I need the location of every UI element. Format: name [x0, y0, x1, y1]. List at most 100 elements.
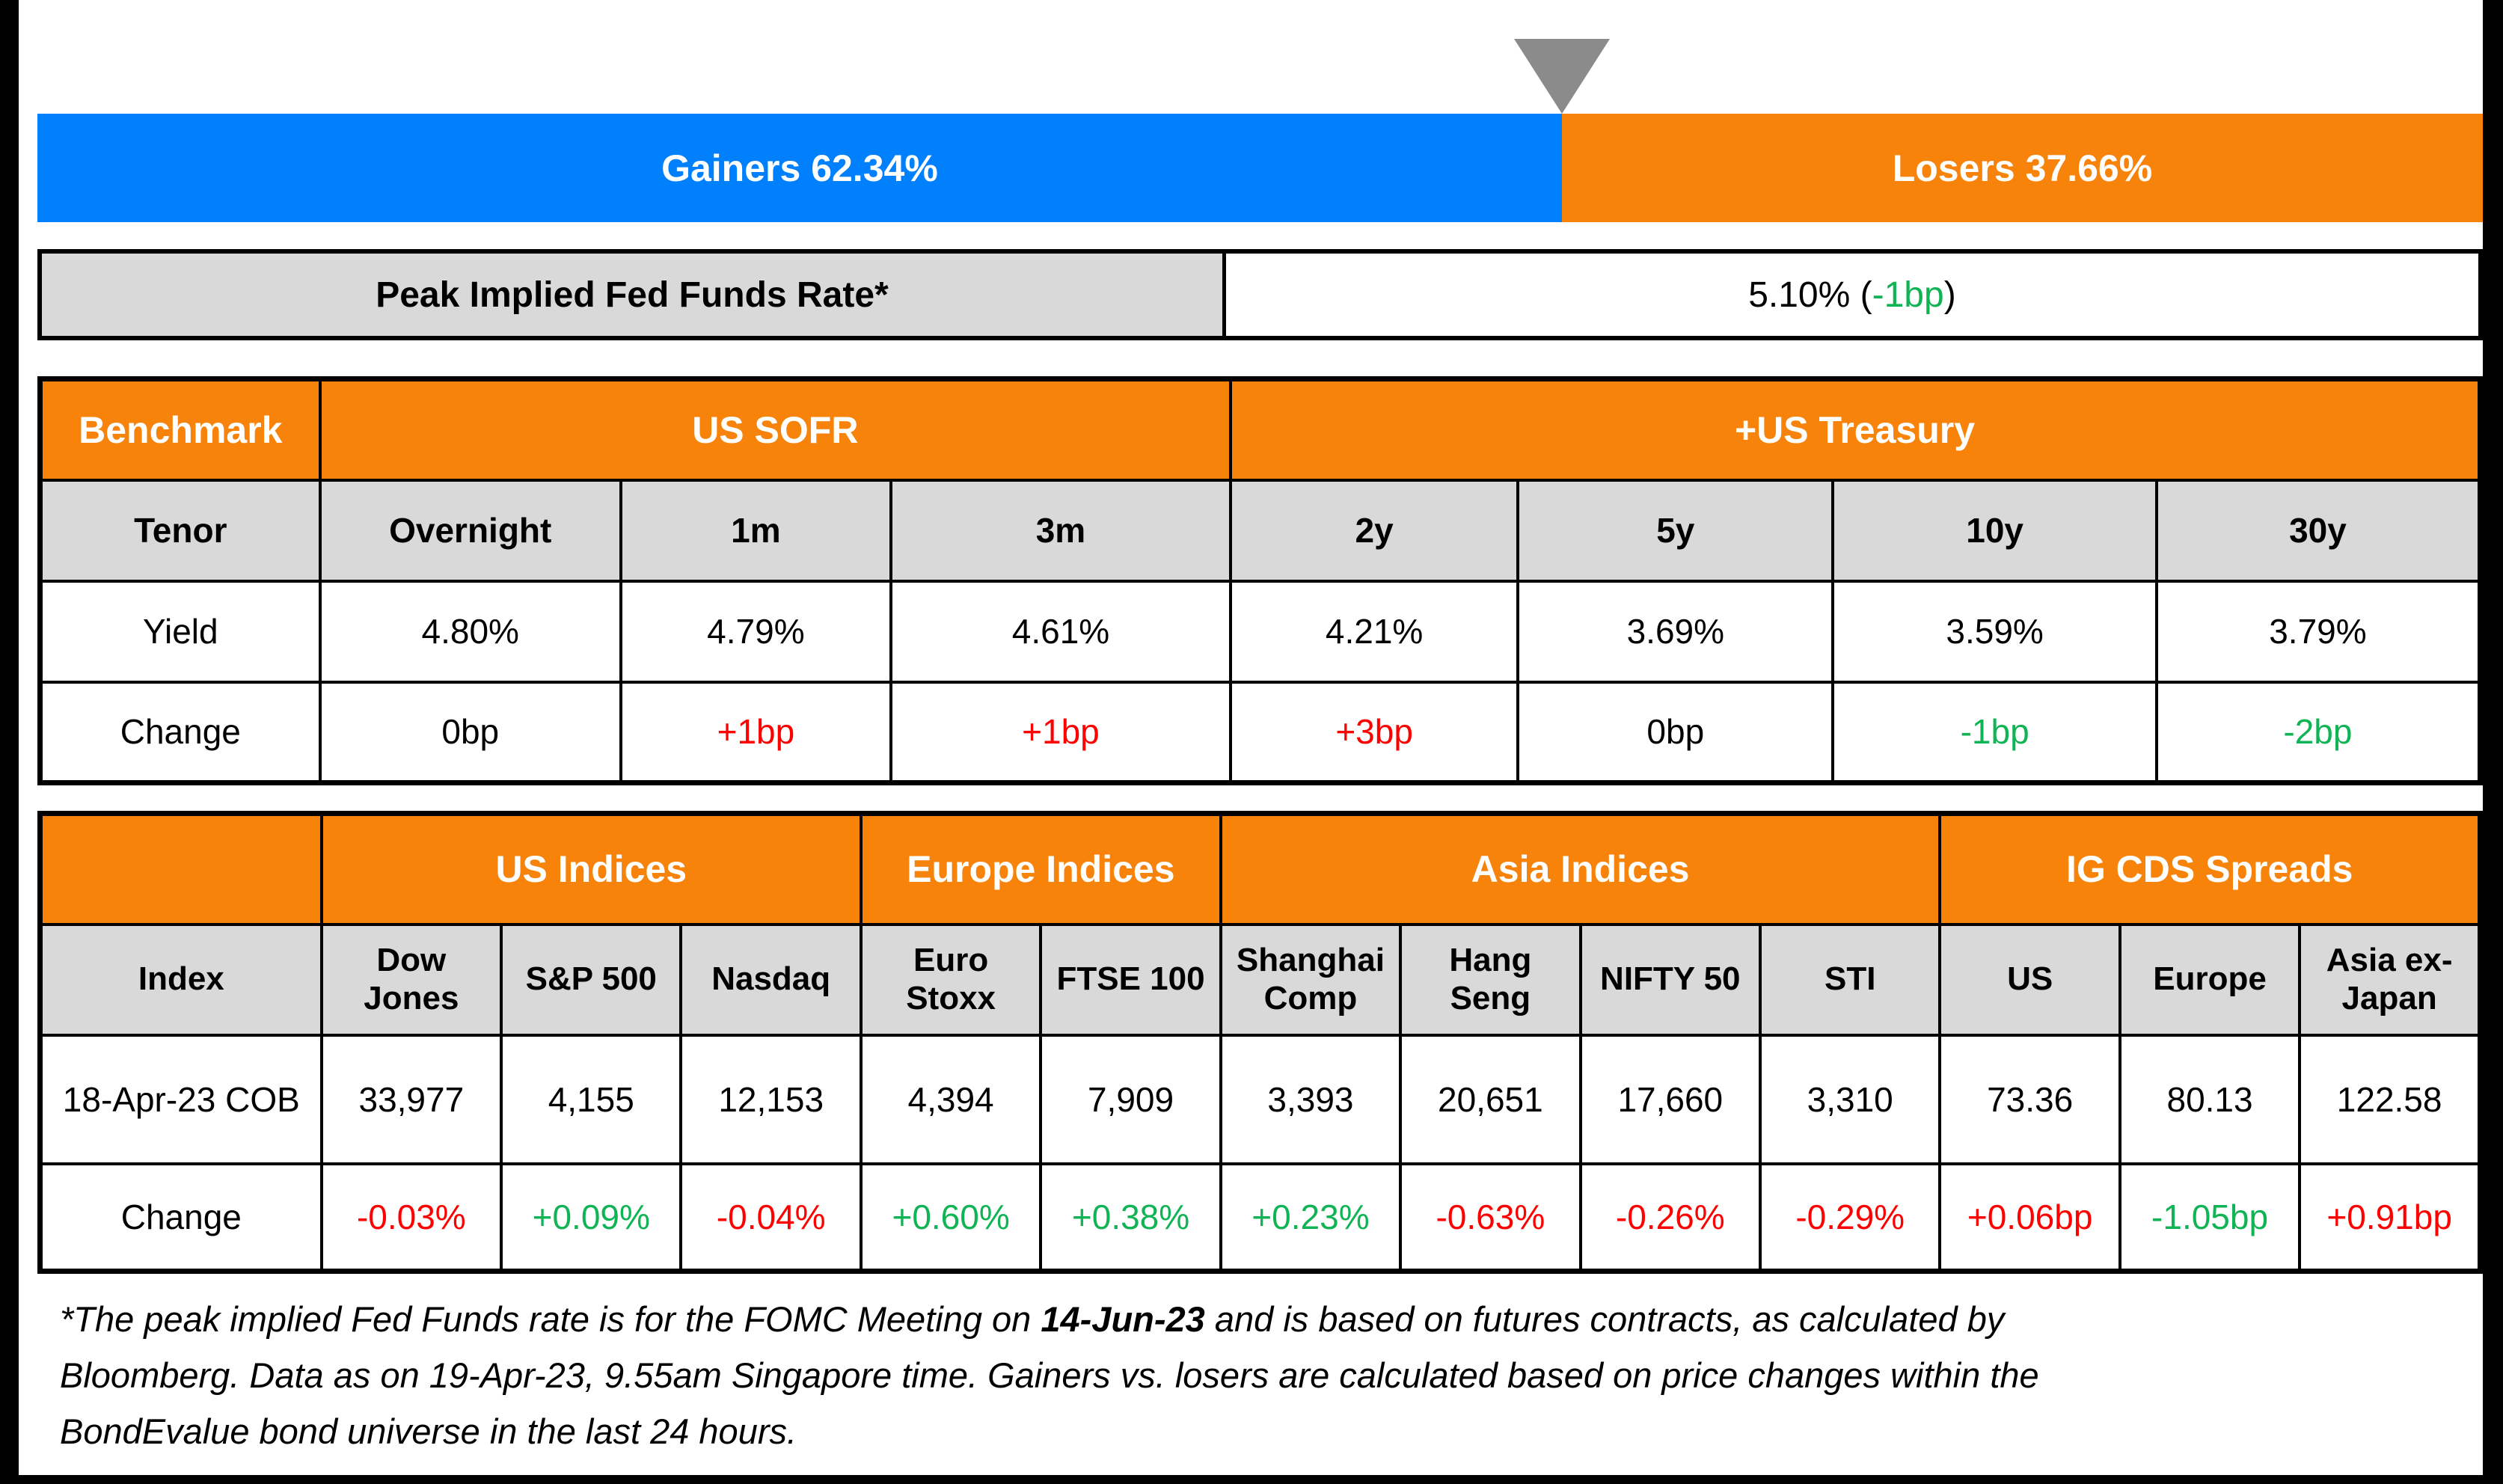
- tenor-cell: 2y: [1228, 478, 1520, 583]
- gainers-segment: Gainers 62.34%: [37, 114, 1562, 222]
- ig-cds-group-header: IG CDS Spreads: [1938, 812, 2482, 926]
- gainers-losers-bar: Gainers 62.34% Losers 37.66%: [37, 114, 2483, 222]
- yield-label-cell: Yield: [38, 579, 322, 684]
- benchmark-change-row: Change 0bp +1bp +1bp +3bp 0bp -1bp -2bp: [38, 680, 2482, 785]
- index-name-cell: STI: [1758, 922, 1942, 1037]
- us-treasury-group-header: +US Treasury: [1229, 377, 2482, 482]
- change-cell: -0.63%: [1399, 1162, 1582, 1273]
- index-name-cell: S&P 500: [500, 922, 683, 1037]
- index-value-cell: 3,393: [1219, 1033, 1403, 1165]
- change-cell: -1.05bp: [2118, 1162, 2302, 1273]
- change-cell: 0bp: [318, 680, 622, 785]
- peak-fed-funds-label: Peak Implied Fed Funds Rate*: [42, 254, 1226, 336]
- footnote-text: and is based on futures contracts, as ca…: [1204, 1299, 2005, 1339]
- benchmark-table: Benchmark US SOFR +US Treasury Tenor Ove…: [37, 376, 2483, 785]
- change-cell: +3bp: [1228, 680, 1520, 785]
- peak-value-suffix: ): [1943, 275, 1956, 315]
- index-value-cell: 20,651: [1399, 1033, 1582, 1165]
- date-label-cell: 18-Apr-23 COB: [38, 1033, 323, 1165]
- change-cell: -0.29%: [1758, 1162, 1942, 1273]
- europe-indices-group-header: Europe Indices: [859, 812, 1222, 926]
- yield-cell: 4.21%: [1228, 579, 1520, 684]
- tenor-cell: 1m: [619, 478, 892, 583]
- tenor-cell: Overnight: [318, 478, 622, 583]
- indices-table: US Indices Europe Indices Asia Indices I…: [37, 811, 2483, 1274]
- change-cell: -0.26%: [1578, 1162, 1762, 1273]
- yield-cell: 3.79%: [2154, 579, 2482, 684]
- index-name-cell: Europe: [2118, 922, 2302, 1037]
- change-label-cell: Change: [38, 1162, 323, 1273]
- benchmark-title-cell: Benchmark: [38, 377, 322, 482]
- index-name-cell: Nasdaq: [679, 922, 863, 1037]
- index-name-cell: US: [1938, 922, 2121, 1037]
- index-value-cell: 3,310: [1758, 1033, 1942, 1165]
- benchmark-header-row: Benchmark US SOFR +US Treasury: [38, 377, 2482, 482]
- peak-value-change: -1bp: [1872, 275, 1944, 315]
- tenor-row: Tenor Overnight 1m 3m 2y 5y 10y 30y: [38, 478, 2482, 583]
- footnote-text: *The peak implied Fed Funds rate is for …: [60, 1299, 1041, 1339]
- index-names-row: Index Dow Jones S&P 500 Nasdaq Euro Stox…: [38, 922, 2482, 1037]
- indices-header-row: US Indices Europe Indices Asia Indices I…: [38, 812, 2482, 926]
- change-cell: -0.03%: [319, 1162, 503, 1273]
- indices-change-row: Change -0.03% +0.09% -0.04% +0.60% +0.38…: [38, 1162, 2482, 1273]
- change-cell: -0.04%: [679, 1162, 863, 1273]
- change-cell: +1bp: [619, 680, 892, 785]
- footnote-bold-date: 14-Jun-23: [1041, 1299, 1205, 1339]
- index-values-row: 18-Apr-23 COB 33,977 4,155 12,153 4,394 …: [38, 1033, 2482, 1165]
- change-cell: +0.38%: [1039, 1162, 1222, 1273]
- tenor-cell: 5y: [1516, 478, 1835, 583]
- index-value-cell: 122.58: [2298, 1033, 2482, 1165]
- gainers-label: Gainers 62.34%: [661, 147, 938, 189]
- yield-cell: 4.61%: [889, 579, 1233, 684]
- change-cell: -1bp: [1831, 680, 2158, 785]
- index-name-cell: Hang Seng: [1399, 922, 1582, 1037]
- change-cell: 0bp: [1516, 680, 1835, 785]
- yield-row: Yield 4.80% 4.79% 4.61% 4.21% 3.69% 3.59…: [38, 579, 2482, 684]
- change-cell: +0.60%: [859, 1162, 1043, 1273]
- yield-cell: 4.79%: [619, 579, 892, 684]
- index-name-cell: Dow Jones: [319, 922, 503, 1037]
- change-cell: +0.09%: [500, 1162, 683, 1273]
- footnote-line: Bloomberg. Data as on 19-Apr-23, 9.55am …: [60, 1355, 2039, 1396]
- tenor-label-cell: Tenor: [38, 478, 322, 583]
- index-name-cell: NIFTY 50: [1578, 922, 1762, 1037]
- index-value-cell: 17,660: [1578, 1033, 1762, 1165]
- index-value-cell: 7,909: [1039, 1033, 1222, 1165]
- split-marker-triangle-icon: [1514, 39, 1610, 114]
- index-value-cell: 80.13: [2118, 1033, 2302, 1165]
- losers-label: Losers 37.66%: [1892, 147, 2153, 189]
- tenor-cell: 10y: [1831, 478, 2158, 583]
- index-value-cell: 4,394: [859, 1033, 1043, 1165]
- peak-fed-funds-row: Peak Implied Fed Funds Rate* 5.10% (-1bp…: [37, 249, 2483, 340]
- tenor-cell: 3m: [889, 478, 1233, 583]
- index-name-cell: Asia ex-Japan: [2298, 922, 2482, 1037]
- tenor-cell: 30y: [2154, 478, 2482, 583]
- change-cell: +1bp: [889, 680, 1233, 785]
- yield-cell: 4.80%: [318, 579, 622, 684]
- index-label-cell: Index: [38, 922, 323, 1037]
- change-cell: -2bp: [2154, 680, 2482, 785]
- us-indices-group-header: US Indices: [319, 812, 863, 926]
- losers-segment: Losers 37.66%: [1561, 114, 2483, 222]
- peak-fed-funds-value: 5.10% (-1bp): [1225, 254, 2478, 336]
- footnote: *The peak implied Fed Funds rate is for …: [60, 1291, 2483, 1460]
- footnote-line: BondEvalue bond universe in the last 24 …: [60, 1411, 797, 1452]
- peak-value-prefix: 5.10% (: [1748, 275, 1872, 315]
- change-cell: +0.91bp: [2298, 1162, 2482, 1273]
- index-value-cell: 73.36: [1938, 1033, 2121, 1165]
- change-cell: +0.23%: [1219, 1162, 1403, 1273]
- asia-indices-group-header: Asia Indices: [1219, 812, 1942, 926]
- us-sofr-group-header: US SOFR: [318, 377, 1233, 482]
- footnote-line: *The peak implied Fed Funds rate is for …: [60, 1291, 2483, 1347]
- index-value-cell: 12,153: [679, 1033, 863, 1165]
- yield-cell: 3.69%: [1516, 579, 1835, 684]
- index-value-cell: 4,155: [500, 1033, 683, 1165]
- index-name-cell: FTSE 100: [1039, 922, 1222, 1037]
- index-name-cell: Shanghai Comp: [1219, 922, 1403, 1037]
- change-cell: +0.06bp: [1938, 1162, 2121, 1273]
- indices-corner-cell: [38, 812, 323, 926]
- yield-cell: 3.59%: [1831, 579, 2158, 684]
- index-value-cell: 33,977: [319, 1033, 503, 1165]
- change-label-cell: Change: [38, 680, 322, 785]
